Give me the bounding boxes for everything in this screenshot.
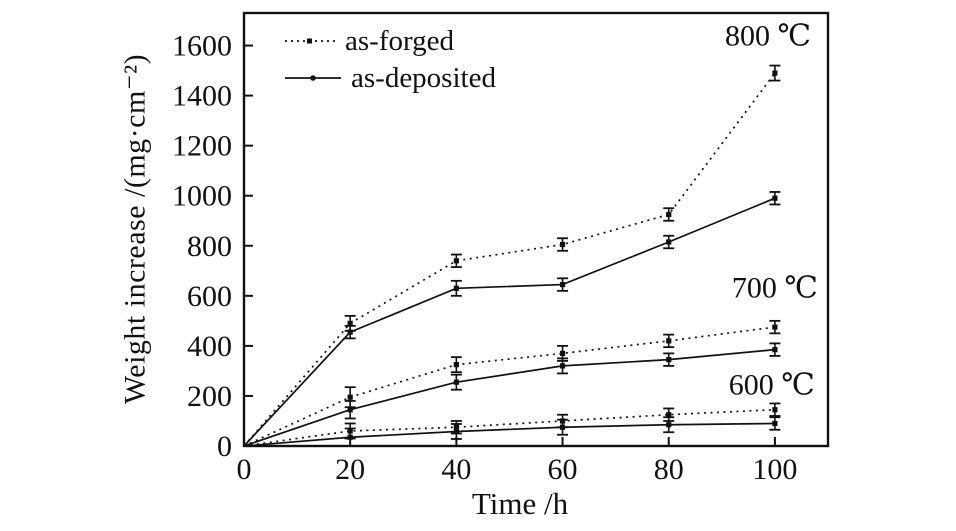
- data-marker: [347, 407, 353, 413]
- y-tick-label: 200: [187, 380, 232, 413]
- y-tick-label: 1600: [172, 30, 232, 63]
- y-tick-label: 1000: [172, 180, 232, 213]
- y-tick-label: 1200: [172, 130, 232, 163]
- data-marker: [453, 379, 459, 385]
- data-marker: [347, 320, 353, 326]
- data-marker: [453, 258, 459, 264]
- legend: as-forged as-deposited: [284, 24, 496, 95]
- x-tick-label: 100: [752, 453, 797, 486]
- data-marker: [453, 285, 459, 291]
- series-line-as-deposited: [243, 348, 775, 447]
- dotted-line-sample-icon: [285, 38, 335, 44]
- data-marker: [347, 434, 353, 440]
- data-marker: [347, 394, 353, 400]
- data-marker: [559, 281, 566, 288]
- data-marker: [666, 239, 672, 245]
- legend-item-as-deposited: as-deposited: [284, 61, 496, 95]
- y-tick-label: 1400: [172, 80, 232, 113]
- data-marker: [559, 424, 566, 430]
- data-marker: [559, 241, 566, 248]
- x-tick-label: 0: [237, 453, 252, 486]
- annotation-800c: 800 ℃: [724, 19, 812, 53]
- y-axis-label: Weight increase /(mg·cm⁻²): [118, 53, 152, 405]
- data-marker: [453, 362, 459, 368]
- series-line-as-deposited: [243, 422, 775, 447]
- data-marker: [666, 338, 672, 344]
- annotation-700c: 700 ℃: [731, 271, 818, 305]
- series-line-as-forged: [243, 72, 776, 447]
- data-marker: [772, 324, 778, 330]
- data-marker: [772, 195, 778, 201]
- data-marker: [772, 347, 778, 353]
- solid-line-sample-icon: [285, 75, 341, 81]
- data-marker: [347, 329, 353, 335]
- data-marker: [772, 420, 778, 427]
- data-marker: [559, 363, 566, 369]
- y-tick-label: 600: [187, 280, 232, 313]
- y-tick-label: 400: [187, 330, 232, 363]
- x-tick-label: 80: [654, 453, 684, 486]
- x-tick-label: 60: [548, 453, 578, 486]
- data-marker: [666, 211, 672, 218]
- x-tick-label: 40: [441, 453, 471, 486]
- legend-label-as-deposited: as-deposited: [351, 61, 496, 94]
- series-line-as-forged: [243, 408, 775, 447]
- x-axis-label: Time /h: [471, 486, 569, 521]
- data-marker: [666, 422, 672, 428]
- series-line-as-forged: [243, 326, 776, 447]
- data-marker: [666, 412, 672, 418]
- data-marker: [666, 357, 672, 363]
- data-marker: [453, 428, 459, 435]
- x-tick-label: 20: [335, 453, 365, 486]
- data-marker: [559, 350, 566, 356]
- data-marker: [772, 407, 778, 413]
- legend-item-as-forged: as-forged: [284, 24, 496, 58]
- plot-border: [242, 11, 830, 448]
- legend-label-as-forged: as-forged: [345, 24, 454, 57]
- y-tick-label: 0: [217, 430, 232, 463]
- series-line-as-deposited: [243, 197, 776, 447]
- annotation-600c: 600 ℃: [728, 368, 815, 402]
- data-marker: [772, 70, 778, 76]
- y-tick-label: 800: [187, 230, 232, 263]
